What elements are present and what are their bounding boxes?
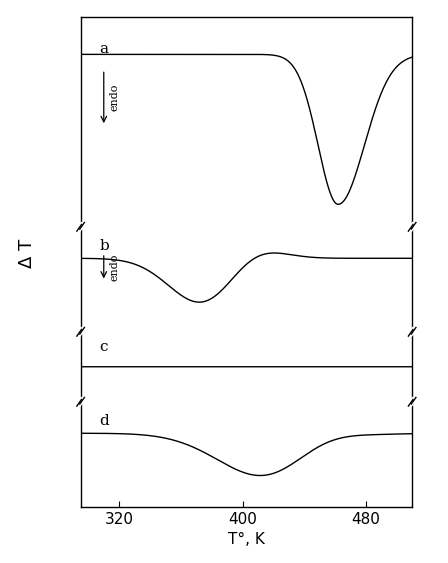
Text: c: c — [99, 340, 108, 354]
Text: d: d — [99, 414, 109, 428]
Text: a: a — [99, 42, 108, 56]
Text: endo: endo — [110, 84, 120, 111]
X-axis label: T°, K: T°, K — [228, 532, 265, 547]
Text: b: b — [99, 239, 109, 253]
Text: endo: endo — [110, 253, 120, 281]
Text: Δ T: Δ T — [18, 239, 36, 268]
